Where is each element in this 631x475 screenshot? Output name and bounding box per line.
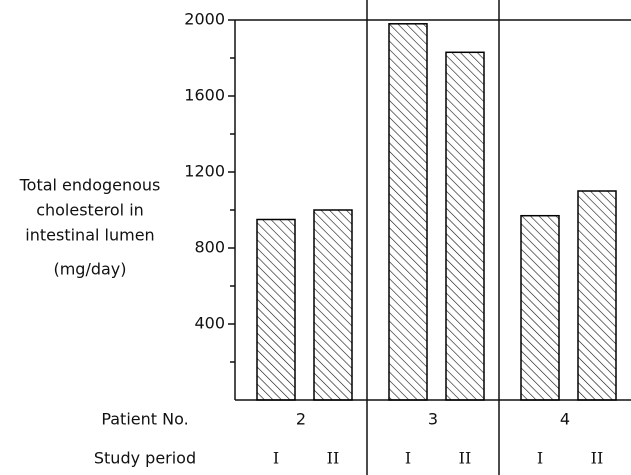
category-axis-label: Patient No. (101, 410, 188, 429)
series-label: I (273, 449, 279, 468)
x-tick-label: 4 (560, 410, 570, 429)
series-label: II (591, 449, 604, 468)
series-label: II (459, 449, 472, 468)
y-tick-label: 1200 (184, 162, 225, 181)
bar (313, 209, 353, 401)
series-label: I (537, 449, 543, 468)
y-tick-label: 800 (194, 238, 225, 257)
series-label: II (327, 449, 340, 468)
bar (520, 214, 560, 401)
bar (577, 190, 617, 401)
x-tick-label: 2 (296, 410, 306, 429)
bar (256, 218, 296, 401)
y-axis-label: (mg/day) (53, 260, 126, 279)
y-axis-label: intestinal lumen (25, 226, 154, 245)
series-axis-label: Study period (94, 449, 196, 468)
x-tick-label: 3 (428, 410, 438, 429)
bar (445, 51, 485, 401)
y-tick-label: 400 (194, 314, 225, 333)
bar (388, 23, 428, 401)
y-tick-label: 1600 (184, 86, 225, 105)
y-axis-label: cholesterol in (36, 201, 144, 220)
y-tick-label: 2000 (184, 10, 225, 29)
series-label: I (405, 449, 411, 468)
y-axis-label: Total endogenous (19, 176, 161, 195)
